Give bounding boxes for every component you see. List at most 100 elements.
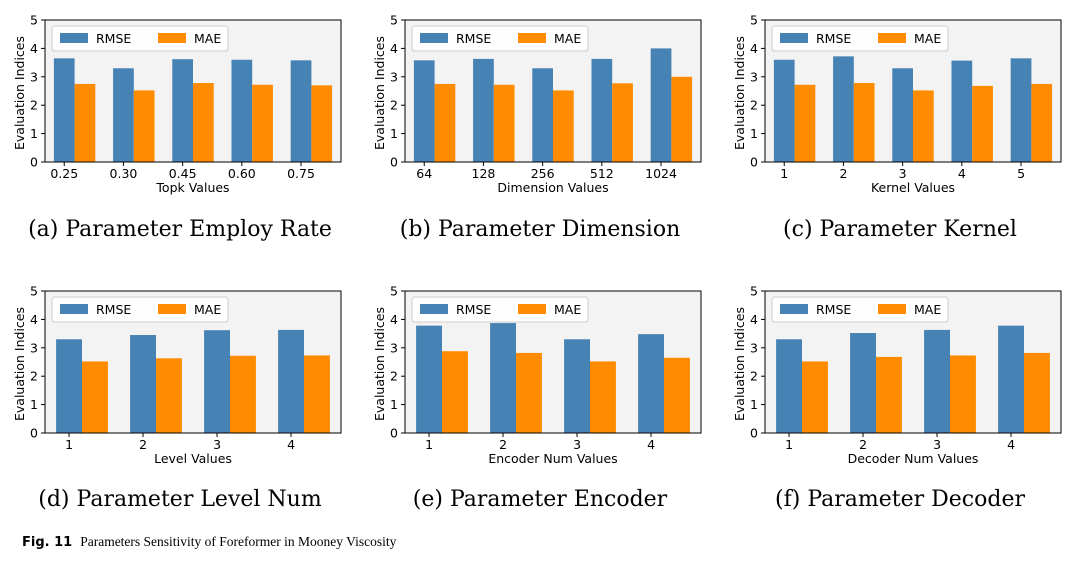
- x-tick-label: 3: [899, 166, 907, 181]
- bar-mae: [304, 355, 330, 433]
- x-tick-label: 0.75: [287, 166, 315, 181]
- legend-box: [411, 25, 589, 52]
- bar-mae: [74, 83, 96, 162]
- figure-number: Fig. 11: [22, 535, 73, 550]
- bar-mae: [133, 90, 155, 162]
- bar-mae: [434, 83, 456, 162]
- y-tick-label: 4: [390, 41, 398, 56]
- y-tick-label: 5: [750, 13, 758, 28]
- legend-swatch-rmse: [420, 304, 448, 314]
- bar-mae: [853, 83, 875, 162]
- y-tick-label: 3: [30, 69, 38, 84]
- bar-rmse: [290, 60, 312, 162]
- x-tick-label: 4: [1007, 437, 1015, 452]
- legend: RMSE MAE: [411, 25, 589, 52]
- bar-mae: [794, 84, 816, 162]
- panel-f: 1 2 3 4 0 1 2 3 4 5 RMSE MAE Decoder Num Values Evalu…: [720, 271, 1080, 541]
- legend-label-mae: MAE: [914, 31, 941, 46]
- x-tick-label: 1: [785, 437, 793, 452]
- panel-caption: (d) Parameter Level Num: [38, 487, 322, 512]
- bar-rmse: [776, 339, 802, 433]
- legend-label-mae: MAE: [194, 31, 221, 46]
- bar-mae: [193, 83, 214, 162]
- y-tick-label: 0: [390, 426, 398, 441]
- y-tick-label: 5: [390, 13, 398, 28]
- legend-label-rmse: RMSE: [96, 31, 131, 46]
- plot-frame: [404, 290, 702, 434]
- bar-mae: [493, 84, 515, 162]
- bar-mae: [612, 83, 633, 162]
- legend-swatch-mae: [878, 33, 906, 43]
- x-axis-label: Kernel Values: [871, 180, 955, 195]
- bar-rmse: [56, 339, 82, 433]
- bar-rmse: [231, 59, 253, 163]
- x-tick-label: 2: [859, 437, 867, 452]
- y-tick-label: 0: [390, 155, 398, 170]
- plot-frame: [44, 290, 342, 434]
- bar-rmse: [650, 48, 672, 162]
- legend-swatch-rmse: [780, 33, 808, 43]
- legend-label-mae: MAE: [914, 302, 941, 317]
- bar-rmse: [130, 335, 156, 433]
- bar-mae: [972, 85, 993, 162]
- bar-rmse: [413, 60, 435, 162]
- panel-caption: (a) Parameter Employ Rate: [28, 217, 332, 242]
- x-tick-label: 2: [499, 437, 507, 452]
- x-tick-label: 0.25: [50, 166, 78, 181]
- panel-b: 64 128 256 512 1024 0 1 2 3 4 5 RMSE MAE Dimension Va…: [360, 0, 720, 270]
- bar-mae: [156, 358, 182, 433]
- bar-rmse: [204, 330, 230, 433]
- legend-swatch-rmse: [60, 33, 88, 43]
- legend-swatch-rmse: [420, 33, 448, 43]
- y-tick-label: 0: [750, 426, 758, 441]
- x-axis-label: Dimension Values: [497, 180, 608, 195]
- y-tick-label: 0: [30, 155, 38, 170]
- x-tick-label: 2: [139, 437, 147, 452]
- panel-caption: (c) Parameter Kernel: [783, 217, 1017, 242]
- bar-rmse: [998, 325, 1024, 433]
- bar-mae: [82, 361, 108, 433]
- y-axis-label: Evaluation Indices: [12, 307, 27, 421]
- y-tick-label: 4: [750, 41, 758, 56]
- x-tick-label: 1: [780, 166, 788, 181]
- y-tick-label: 2: [30, 98, 38, 113]
- legend-box: [771, 296, 949, 323]
- chart-e: 1 2 3 4 0 1 2 3 4 5 RMSE MAE Encoder Num Values Evalu…: [372, 284, 702, 466]
- bar-mae: [1024, 352, 1050, 433]
- bar-mae: [950, 355, 976, 433]
- x-tick-label: 64: [416, 166, 432, 181]
- y-tick-label: 1: [390, 126, 398, 141]
- chart-d: 1 2 3 4 0 1 2 3 4 5 RMSE MAE Level Values Evaluation …: [12, 284, 342, 466]
- bar-rmse: [850, 333, 876, 433]
- chart-c: 1 2 3 4 5 0 1 2 3 4 5 RMSE MAE Kernel Values Evaluatio…: [732, 13, 1062, 195]
- bar-mae: [516, 352, 542, 433]
- x-tick-label: 0.60: [228, 166, 256, 181]
- bar-rmse: [564, 339, 590, 433]
- y-tick-label: 1: [750, 397, 758, 412]
- bar-mae: [442, 351, 468, 433]
- x-axis-label: Topk Values: [155, 180, 229, 195]
- panel-d: 1 2 3 4 0 1 2 3 4 5 RMSE MAE Level Values Evaluation …: [0, 271, 360, 541]
- bar-mae: [802, 361, 828, 433]
- y-tick-label: 0: [30, 426, 38, 441]
- bar-rmse: [490, 323, 516, 433]
- bar-rmse: [773, 59, 795, 163]
- bar-mae: [553, 90, 574, 162]
- x-tick-label: 3: [573, 437, 581, 452]
- bar-rmse: [1010, 58, 1032, 163]
- y-tick-label: 4: [750, 312, 758, 327]
- y-tick-label: 2: [30, 369, 38, 384]
- legend-label-rmse: RMSE: [816, 31, 851, 46]
- bar-mae: [671, 76, 693, 162]
- legend-label-rmse: RMSE: [96, 302, 131, 317]
- figure-caption-text: Parameters Sensitivity of Foreformer in …: [80, 534, 397, 549]
- legend-swatch-mae: [158, 33, 186, 43]
- bar-mae: [590, 361, 616, 433]
- y-axis-label: Evaluation Indices: [12, 36, 27, 150]
- legend: RMSE MAE: [771, 25, 949, 52]
- y-tick-label: 4: [30, 312, 38, 327]
- legend-label-rmse: RMSE: [816, 302, 851, 317]
- x-tick-label: 2: [839, 166, 847, 181]
- bar-mae: [913, 90, 934, 162]
